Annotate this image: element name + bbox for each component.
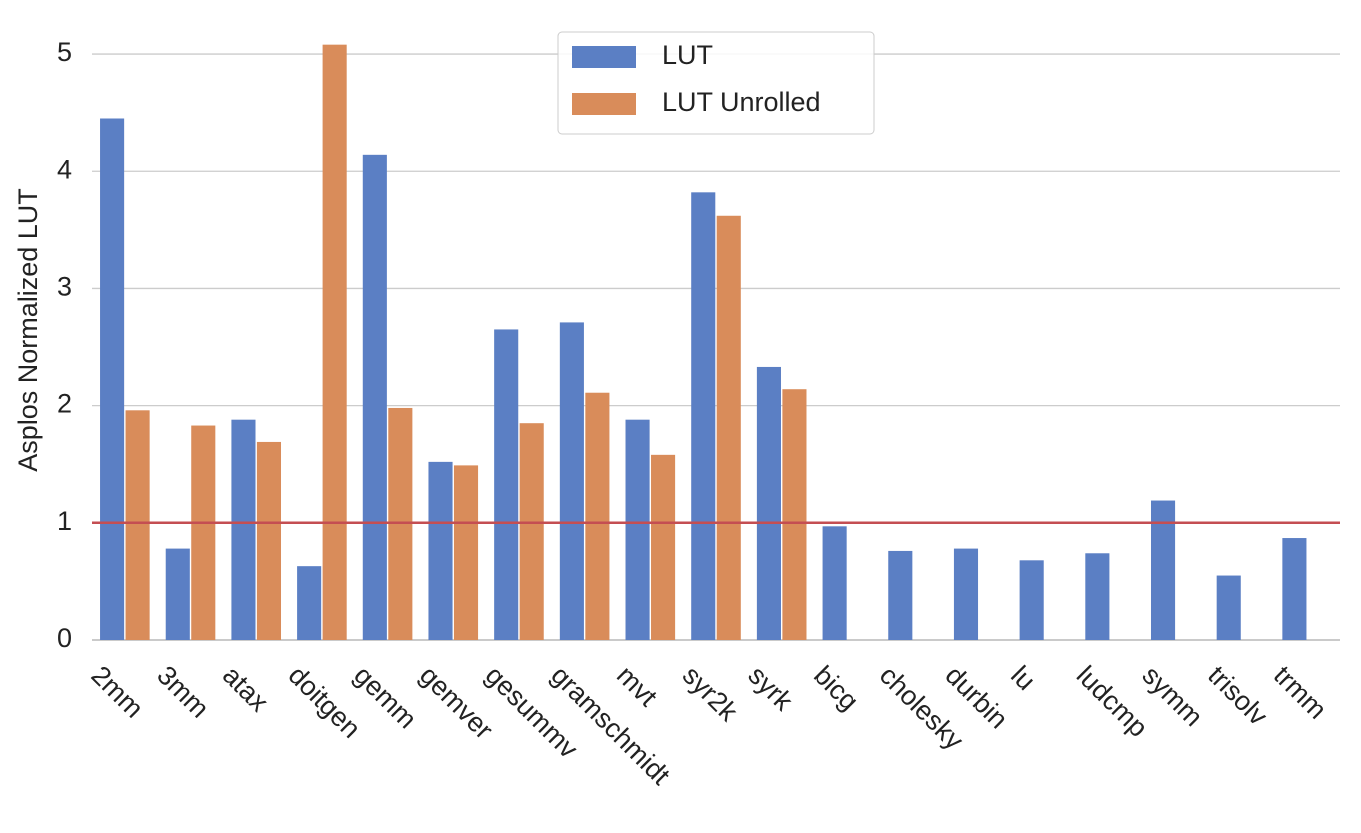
bar — [191, 425, 216, 640]
x-tick-label: bicg — [808, 660, 864, 716]
legend-label: LUT Unrolled — [662, 87, 821, 117]
bar — [494, 329, 519, 640]
y-tick-label: 3 — [57, 272, 72, 302]
bar — [1085, 553, 1110, 640]
bar — [165, 548, 190, 640]
bar — [822, 526, 847, 640]
x-tick-label: atax — [217, 660, 275, 718]
bar — [1150, 500, 1176, 640]
x-tick-label: syr2k — [677, 660, 744, 727]
x-tick-label: mvt — [611, 660, 663, 712]
bar — [256, 441, 282, 640]
bar — [362, 154, 387, 640]
x-tick-label: 3mm — [151, 660, 215, 724]
bar — [888, 550, 913, 640]
bar — [1282, 538, 1307, 640]
y-tick-label: 4 — [57, 154, 72, 184]
bar — [519, 423, 544, 640]
bar — [651, 454, 676, 640]
bar — [782, 389, 807, 640]
bar — [625, 419, 650, 640]
bar — [322, 44, 347, 640]
bar — [559, 322, 584, 640]
x-tick-label: 2mm — [86, 660, 150, 724]
bar — [953, 548, 979, 640]
bar — [297, 566, 322, 640]
x-tick-label: doitgen — [283, 660, 367, 744]
x-tick-label: lu — [1005, 660, 1041, 696]
bar — [125, 410, 150, 640]
legend-swatch — [572, 46, 636, 68]
bar — [453, 465, 479, 640]
bar — [716, 215, 741, 640]
bar — [1216, 575, 1241, 640]
x-tick-label: ludcmp — [1071, 660, 1154, 743]
y-axis-label: Asplos Normalized LUT — [13, 188, 43, 472]
x-tick-label: syrk — [742, 660, 799, 717]
x-tick-label: trmm — [1268, 660, 1333, 725]
bar — [428, 461, 453, 640]
y-tick-label: 1 — [57, 506, 72, 536]
bar — [756, 366, 781, 640]
legend-label: LUT — [662, 40, 713, 70]
x-tick-label: trisolv — [1202, 660, 1273, 731]
x-tick-label: gemver — [414, 660, 499, 745]
bar — [585, 392, 610, 640]
y-tick-label: 5 — [57, 37, 72, 67]
y-tick-label: 0 — [57, 623, 72, 653]
legend-swatch — [572, 93, 636, 115]
bar — [691, 192, 716, 640]
bar — [1019, 560, 1044, 640]
y-tick-label: 2 — [57, 389, 72, 419]
legend-box — [557, 31, 875, 135]
bar — [100, 118, 125, 640]
bar — [231, 419, 256, 640]
